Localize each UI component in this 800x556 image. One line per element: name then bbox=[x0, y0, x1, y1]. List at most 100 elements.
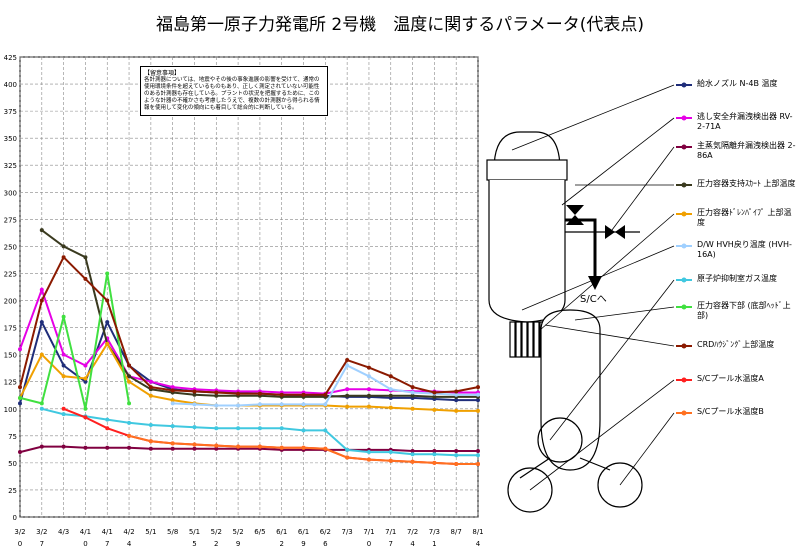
data-point bbox=[214, 443, 219, 448]
data-point bbox=[476, 385, 480, 390]
data-point bbox=[257, 402, 262, 407]
containment-vessel bbox=[540, 309, 601, 471]
legend-marker bbox=[681, 115, 687, 121]
data-point bbox=[105, 271, 110, 276]
y-tick-label: 75 bbox=[8, 433, 17, 441]
data-point bbox=[432, 452, 437, 457]
legend-item: 圧力容器ﾄﾞﾚﾝﾊﾟｲﾌﾟ 上部温度 bbox=[697, 208, 792, 227]
data-point bbox=[454, 408, 459, 413]
data-point bbox=[148, 423, 153, 427]
x-tick-label-sub: 9 bbox=[236, 540, 240, 548]
data-point bbox=[301, 428, 306, 433]
valve-icon bbox=[566, 205, 584, 215]
legend-item: 主蒸気隔離弁漏洩検出器 2-86A bbox=[697, 141, 796, 160]
data-point bbox=[366, 374, 371, 379]
data-point bbox=[388, 393, 393, 398]
y-tick-label: 100 bbox=[4, 406, 17, 414]
series-line bbox=[19, 255, 479, 396]
x-tick-label-sub: 4 bbox=[127, 540, 132, 548]
y-tick-label: 425 bbox=[4, 54, 17, 62]
data-point bbox=[476, 398, 480, 403]
data-point bbox=[127, 401, 132, 406]
legend-pointer bbox=[539, 213, 675, 331]
data-point bbox=[127, 379, 132, 384]
y-tick-label: 25 bbox=[8, 487, 17, 495]
y-tick-label: 225 bbox=[4, 270, 17, 278]
data-point bbox=[170, 385, 175, 390]
x-tick-label: 5/2 bbox=[211, 528, 222, 536]
crd-housing bbox=[521, 321, 528, 358]
data-point bbox=[192, 442, 197, 447]
crd-housing bbox=[533, 321, 540, 358]
data-point bbox=[105, 320, 110, 325]
data-point bbox=[170, 446, 175, 451]
vent-pipe bbox=[579, 457, 611, 471]
x-tick-label-sub: 4 bbox=[410, 540, 415, 548]
data-point bbox=[83, 379, 88, 384]
chart-title: 福島第一原子力発電所 2号機 温度に関するパラメータ(代表点) bbox=[156, 15, 644, 35]
data-point bbox=[388, 387, 393, 392]
data-point bbox=[192, 389, 197, 394]
x-tick-label: 6/1 bbox=[276, 528, 287, 536]
data-point bbox=[18, 450, 22, 455]
legend-item: S/Cプール水温度B bbox=[697, 407, 764, 416]
data-point bbox=[345, 387, 350, 392]
data-point bbox=[18, 395, 22, 400]
x-tick-label: 5/8 bbox=[167, 528, 178, 536]
vent-pipe bbox=[519, 457, 551, 479]
legend-item: CRDﾊｳｼﾞﾝｸﾞ上部温度 bbox=[697, 340, 775, 349]
y-tick-label: 0 bbox=[13, 514, 17, 522]
data-point bbox=[61, 412, 66, 417]
data-point bbox=[454, 448, 459, 453]
x-tick-label-sub: 0 bbox=[18, 540, 22, 548]
sc-pool-b bbox=[597, 462, 643, 508]
legend-pointer bbox=[574, 306, 675, 321]
data-point bbox=[236, 444, 241, 449]
data-point bbox=[170, 398, 175, 403]
x-tick-label: 7/1 bbox=[363, 528, 374, 536]
series-5 bbox=[170, 363, 480, 408]
data-point bbox=[323, 392, 328, 397]
x-tick-label-sub: 1 bbox=[432, 540, 436, 548]
y-tick-label: 325 bbox=[4, 162, 17, 170]
x-tick-label: 6/5 bbox=[254, 528, 265, 536]
data-point bbox=[345, 358, 350, 363]
x-tick-label-sub: 2 bbox=[214, 540, 218, 548]
data-point bbox=[388, 374, 393, 379]
vessel-flange bbox=[486, 159, 568, 181]
data-point bbox=[410, 406, 415, 411]
reactor-diagram: S/Cへ bbox=[486, 82, 692, 513]
data-point bbox=[83, 255, 88, 260]
data-point bbox=[345, 404, 350, 409]
data-point bbox=[39, 287, 44, 292]
x-tick-label: 8/1 bbox=[472, 528, 483, 536]
legend-marker bbox=[681, 211, 687, 217]
data-point bbox=[454, 392, 459, 397]
x-tick-label: 7/1 bbox=[385, 528, 396, 536]
data-point bbox=[61, 352, 66, 357]
data-point bbox=[279, 392, 284, 397]
legend-marker bbox=[681, 243, 687, 249]
legend-marker bbox=[681, 182, 687, 188]
data-point bbox=[39, 401, 44, 406]
data-point bbox=[432, 448, 437, 453]
data-point bbox=[105, 445, 110, 450]
crd-housing bbox=[515, 321, 522, 358]
data-point bbox=[127, 420, 132, 425]
legend-marker bbox=[681, 277, 687, 283]
legend-pointer bbox=[511, 84, 675, 151]
x-tick-label-sub: 7 bbox=[40, 540, 44, 548]
legend-item: D/W HVH戻り温度 (HVH-16A) bbox=[697, 240, 792, 259]
data-point bbox=[410, 452, 415, 457]
legend-pointer bbox=[619, 412, 675, 486]
data-point bbox=[18, 385, 22, 390]
data-point bbox=[170, 424, 175, 429]
data-point bbox=[323, 428, 328, 433]
data-point bbox=[83, 445, 88, 450]
y-tick-label: 300 bbox=[4, 189, 17, 197]
data-point bbox=[170, 388, 175, 393]
y-tick-label: 150 bbox=[4, 352, 17, 360]
data-point bbox=[279, 445, 284, 450]
series-line bbox=[19, 445, 478, 454]
